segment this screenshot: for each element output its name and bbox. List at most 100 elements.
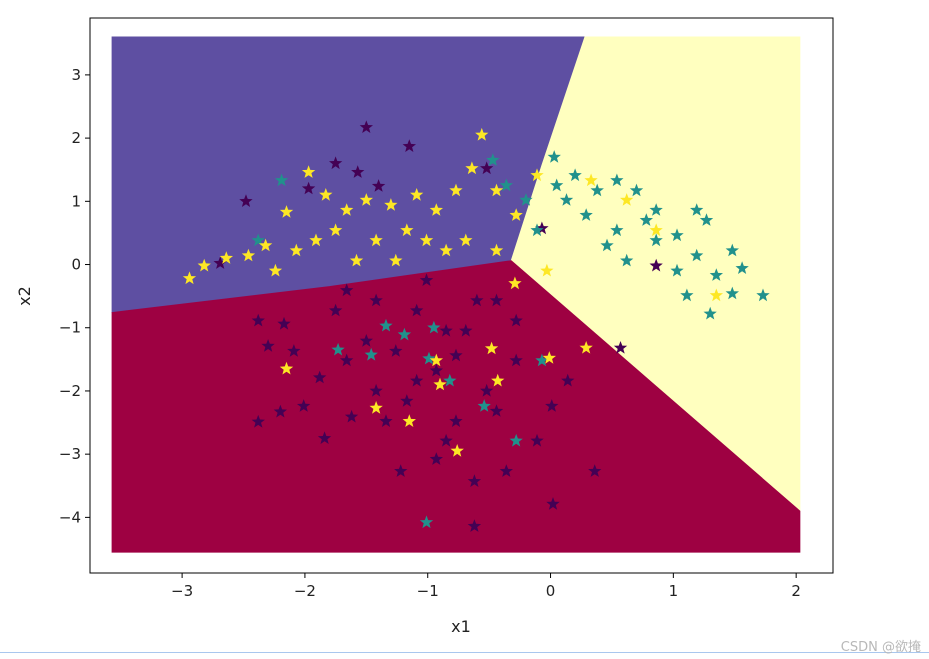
data-point-class-0 (261, 339, 275, 352)
data-point-class-0 (317, 431, 332, 444)
data-point-class-1 (579, 208, 593, 221)
data-point-class-0 (344, 409, 359, 423)
y-tick-label: −1 (59, 319, 81, 337)
data-point-class-1 (550, 178, 564, 192)
data-point-class-0 (239, 194, 253, 207)
data-point-class-0 (509, 313, 523, 327)
data-point-class-2 (197, 258, 211, 272)
data-point-class-1 (477, 399, 491, 412)
data-point-class-0 (545, 399, 559, 412)
data-point-class-0 (213, 256, 227, 269)
data-point-class-0 (400, 394, 414, 407)
data-point-class-1 (568, 168, 582, 182)
data-point-class-0 (251, 313, 265, 327)
data-point-class-1 (379, 318, 393, 332)
data-point-class-2 (509, 208, 523, 221)
data-point-class-0 (459, 323, 473, 337)
data-point-class-0 (546, 497, 560, 510)
x-axis-label: x1 (451, 617, 471, 636)
data-point-class-0 (470, 293, 484, 307)
data-point-class-1 (509, 433, 523, 447)
data-point-class-1 (699, 213, 714, 226)
x-axis: −3 −2 −1 0 1 2 (171, 573, 801, 600)
data-point-class-0 (429, 363, 443, 377)
y-axis: 3 2 1 0 −1 −2 −3 −4 (59, 66, 90, 526)
data-point-class-0 (499, 464, 513, 477)
data-point-class-2 (329, 223, 343, 237)
data-point-class-2 (429, 203, 443, 216)
data-point-class-0 (313, 370, 327, 384)
data-point-class-1 (703, 306, 717, 320)
data-point-class-1 (499, 178, 513, 192)
data-point-class-0 (449, 348, 463, 362)
data-point-class-2 (491, 373, 505, 387)
data-point-class-1 (251, 233, 265, 247)
data-point-class-2 (489, 243, 504, 257)
data-point-class-2 (542, 351, 556, 364)
data-point-class-0 (429, 452, 443, 465)
data-point-class-0 (588, 464, 602, 477)
data-point-class-2 (182, 271, 197, 285)
data-point-class-2 (349, 253, 364, 267)
data-point-class-0 (251, 414, 265, 428)
y-axis-label: x2 (15, 286, 34, 306)
y-tick-label: −4 (59, 508, 81, 526)
data-point-class-1 (610, 173, 624, 187)
data-point-class-1 (364, 347, 378, 361)
y-tick-label: 2 (71, 129, 81, 147)
data-point-class-1 (620, 253, 634, 267)
data-point-class-1 (725, 286, 739, 300)
data-point-class-2 (419, 233, 434, 247)
data-point-class-0 (340, 353, 354, 367)
data-point-class-0 (394, 464, 408, 477)
data-point-class-0 (329, 156, 343, 170)
data-point-class-2 (489, 183, 504, 197)
y-tick-label: 3 (71, 66, 81, 84)
data-point-class-1 (486, 153, 500, 166)
data-point-class-0 (439, 323, 453, 337)
data-point-class-0 (480, 161, 494, 175)
data-point-class-2 (584, 173, 598, 187)
data-point-class-2 (410, 188, 424, 201)
y-tick-label: 0 (71, 256, 81, 274)
data-point-class-0 (369, 293, 383, 307)
data-point-class-1 (649, 203, 663, 216)
data-point-class-0 (340, 283, 354, 297)
data-point-class-0 (359, 120, 373, 133)
data-point-class-0 (297, 399, 311, 412)
x-tick-label: −3 (171, 582, 193, 600)
data-point-class-0 (389, 344, 403, 357)
data-point-class-0 (467, 474, 482, 487)
data-point-class-0 (329, 303, 343, 317)
data-point-class-2 (709, 288, 723, 302)
data-point-class-1 (274, 173, 289, 187)
data-point-class-1 (639, 213, 653, 226)
data-point-class-1 (547, 150, 561, 163)
data-point-class-2 (433, 377, 447, 391)
x-tick-label: −1 (417, 582, 439, 600)
data-point-class-1 (690, 203, 704, 216)
data-point-class-2 (540, 263, 554, 277)
data-point-class-0 (369, 383, 383, 397)
data-point-class-1 (709, 268, 723, 281)
data-point-class-0 (277, 316, 291, 330)
data-point-class-2 (508, 276, 522, 290)
x-tick-label: 2 (791, 582, 801, 600)
data-point-class-2 (279, 361, 294, 375)
data-point-class-2 (449, 183, 463, 197)
data-point-class-2 (301, 165, 316, 178)
data-point-class-2 (429, 353, 443, 367)
data-point-class-1 (419, 515, 434, 529)
data-point-class-1 (610, 223, 624, 237)
x-tick-label: −2 (294, 582, 316, 600)
data-point-class-2 (649, 223, 663, 237)
data-point-class-0 (410, 303, 424, 317)
scatter-points (182, 120, 770, 532)
data-point-class-0 (273, 404, 287, 418)
watermark: CSDN @欲掩 (840, 640, 921, 655)
data-point-class-1 (670, 263, 684, 277)
data-point-class-2 (340, 203, 354, 216)
decision-regions (111, 36, 801, 553)
data-point-class-2 (309, 233, 323, 247)
